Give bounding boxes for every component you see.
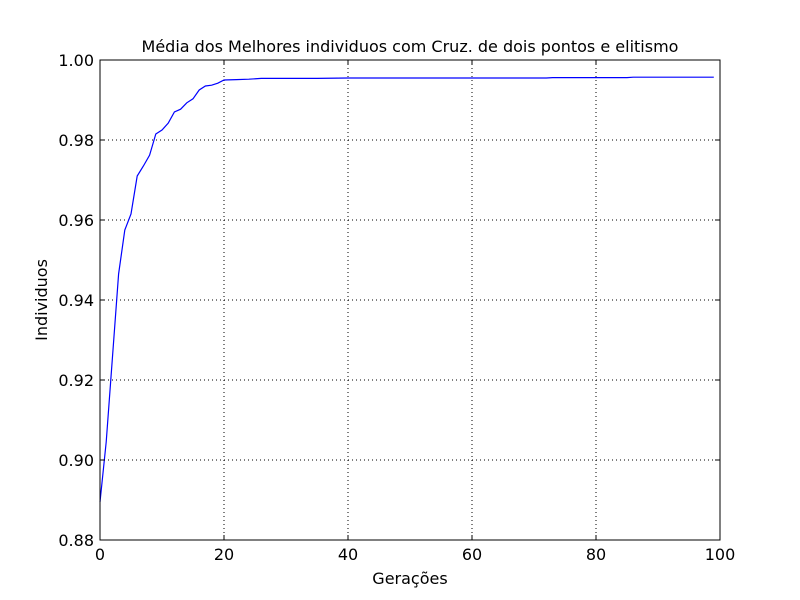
- y-tick-label: 0.88: [58, 531, 94, 550]
- series-line-0: [99, 76, 714, 503]
- y-tick-label: 1.00: [58, 51, 94, 70]
- x-tick-label: 0: [95, 545, 105, 564]
- x-tick-label: 80: [586, 545, 606, 564]
- x-tick-label: 100: [705, 545, 736, 564]
- y-tick-label: 0.94: [58, 291, 94, 310]
- x-tick-label: 60: [462, 545, 482, 564]
- chart-title: Média dos Melhores individuos com Cruz. …: [142, 37, 679, 56]
- x-axis-label: Gerações: [372, 569, 447, 588]
- y-tick-label: 0.92: [58, 371, 94, 390]
- y-tick-labels: 0.88 0.90 0.92 0.94 0.96 0.98 1.00: [58, 51, 94, 550]
- grid: [100, 60, 720, 540]
- x-tick-label: 40: [338, 545, 358, 564]
- y-axis-label: Individuos: [32, 259, 51, 341]
- x-tick-label: 20: [214, 545, 234, 564]
- ticks: [99, 59, 721, 541]
- y-tick-label: 0.96: [58, 211, 94, 230]
- y-tick-label: 0.90: [58, 451, 94, 470]
- y-tick-label: 0.98: [58, 131, 94, 150]
- x-tick-labels: 0 20 40 60 80 100: [95, 545, 735, 564]
